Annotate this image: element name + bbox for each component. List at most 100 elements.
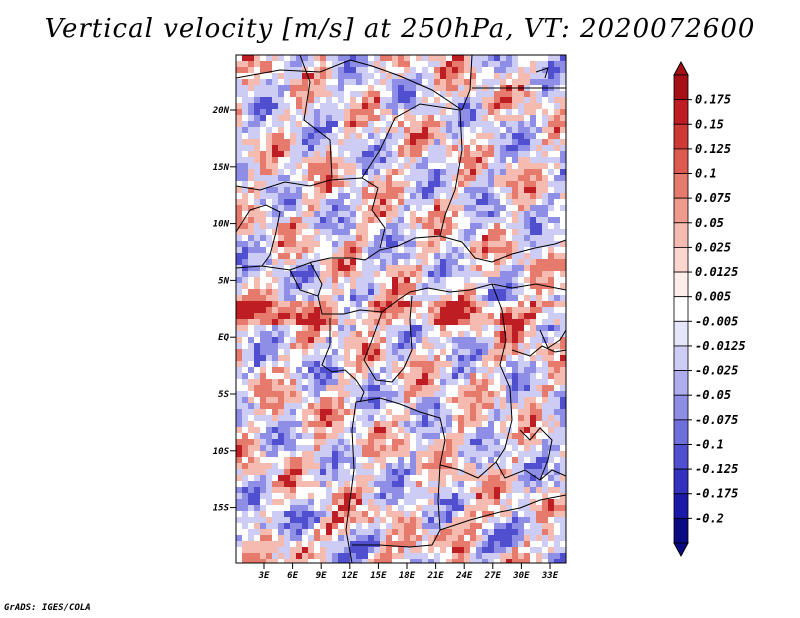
field-cell xyxy=(368,121,374,127)
field-cell xyxy=(290,205,296,211)
field-cell xyxy=(272,61,278,67)
field-cell xyxy=(434,487,440,493)
field-cell xyxy=(494,427,500,433)
field-cell xyxy=(494,403,500,409)
field-cell xyxy=(356,481,362,487)
field-cell xyxy=(326,415,332,421)
field-cell xyxy=(494,511,500,517)
field-cell xyxy=(530,169,536,175)
field-cell xyxy=(296,211,302,217)
field-cell xyxy=(404,115,410,121)
field-cell xyxy=(278,385,284,391)
field-cell xyxy=(542,373,548,379)
field-cell xyxy=(536,283,542,289)
field-cell xyxy=(302,373,308,379)
field-cell xyxy=(296,67,302,73)
field-cell xyxy=(386,289,392,295)
field-cell xyxy=(488,403,494,409)
field-cell xyxy=(350,259,356,265)
field-cell xyxy=(248,127,254,133)
field-cell xyxy=(458,529,464,535)
field-cell xyxy=(560,457,566,463)
field-cell xyxy=(374,211,380,217)
field-cell xyxy=(290,175,296,181)
field-cell xyxy=(554,493,560,499)
field-cell xyxy=(494,91,500,97)
field-cell xyxy=(278,163,284,169)
field-cell xyxy=(500,463,506,469)
field-cell xyxy=(494,289,500,295)
field-cell xyxy=(338,307,344,313)
field-cell xyxy=(236,127,242,133)
field-cell xyxy=(530,349,536,355)
field-cell xyxy=(374,499,380,505)
field-cell xyxy=(452,409,458,415)
field-cell xyxy=(296,487,302,493)
field-cell xyxy=(254,169,260,175)
field-cell xyxy=(308,343,314,349)
field-cell xyxy=(350,487,356,493)
field-cell xyxy=(446,433,452,439)
field-cell xyxy=(320,409,326,415)
field-cell xyxy=(452,199,458,205)
field-cell xyxy=(536,427,542,433)
field-cell xyxy=(530,379,536,385)
field-cell xyxy=(302,493,308,499)
field-cell xyxy=(344,139,350,145)
field-cell xyxy=(470,313,476,319)
field-cell xyxy=(470,55,476,61)
field-cell xyxy=(314,55,320,61)
field-cell xyxy=(560,541,566,547)
field-cell xyxy=(302,505,308,511)
field-cell xyxy=(512,193,518,199)
field-cell xyxy=(452,445,458,451)
field-cell xyxy=(458,205,464,211)
field-cell xyxy=(470,271,476,277)
field-cell xyxy=(266,139,272,145)
field-cell xyxy=(296,427,302,433)
field-cell xyxy=(446,67,452,73)
field-cell xyxy=(494,469,500,475)
field-cell xyxy=(446,343,452,349)
field-cell xyxy=(416,547,422,553)
field-cell xyxy=(464,217,470,223)
field-cell xyxy=(422,373,428,379)
field-cell xyxy=(344,193,350,199)
field-cell xyxy=(548,73,554,79)
field-cell xyxy=(356,217,362,223)
field-cell xyxy=(284,445,290,451)
field-cell xyxy=(374,403,380,409)
field-cell xyxy=(398,343,404,349)
field-cell xyxy=(416,379,422,385)
field-cell xyxy=(470,247,476,253)
field-cell xyxy=(326,241,332,247)
field-cell xyxy=(392,373,398,379)
field-cell xyxy=(488,439,494,445)
field-cell xyxy=(308,55,314,61)
field-cell xyxy=(272,439,278,445)
field-cell xyxy=(452,463,458,469)
field-cell xyxy=(434,445,440,451)
field-cell xyxy=(524,169,530,175)
field-cell xyxy=(416,553,422,559)
field-cell xyxy=(434,505,440,511)
field-cell xyxy=(272,337,278,343)
field-cell xyxy=(356,265,362,271)
field-cell xyxy=(338,211,344,217)
field-cell xyxy=(332,529,338,535)
field-cell xyxy=(422,451,428,457)
field-cell xyxy=(332,373,338,379)
field-cell xyxy=(524,433,530,439)
field-cell xyxy=(530,217,536,223)
field-cell xyxy=(320,199,326,205)
field-cell xyxy=(530,121,536,127)
field-cell xyxy=(368,241,374,247)
field-cell xyxy=(362,547,368,553)
field-cell xyxy=(356,97,362,103)
field-cell xyxy=(254,541,260,547)
field-cell xyxy=(536,253,542,259)
field-cell xyxy=(470,385,476,391)
field-cell xyxy=(374,553,380,559)
field-cell xyxy=(488,409,494,415)
field-cell xyxy=(410,457,416,463)
